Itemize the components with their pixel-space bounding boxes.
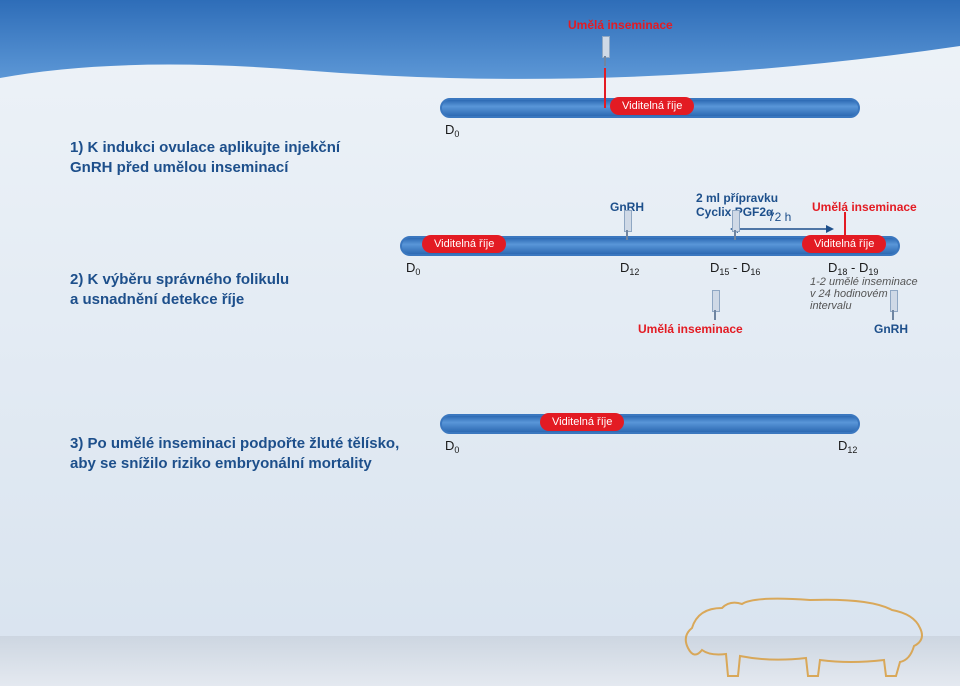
heat-pill-3: Viditelná říje (540, 413, 624, 431)
cow-silhouette-icon (670, 588, 930, 678)
syringe-icon (730, 210, 740, 242)
syringe-icon (600, 36, 610, 68)
d0-label-3: D0 (445, 438, 459, 455)
syringe-icon (622, 210, 632, 242)
needle-line (604, 68, 606, 108)
d18-19-label: D18 - D19 (828, 260, 878, 277)
content: 1) K indukci ovulace aplikujte injekční … (0, 68, 960, 484)
gnrh-label-bottom: GnRH (874, 322, 908, 336)
ai-label-bottom: Umělá inseminace (638, 322, 743, 336)
step3-text: 3) Po umělé inseminaci podpořte žluté tě… (70, 414, 400, 475)
heat-pill-2-right: Viditelná říje (802, 235, 886, 253)
heat-pill-1: Viditelná říje (610, 97, 694, 115)
d0-label-1: D0 (445, 122, 459, 139)
heat-pill-2-left: Viditelná říje (422, 235, 506, 253)
syringe-icon (710, 290, 720, 322)
arrow-72h (730, 222, 840, 236)
diagram-3: Viditelná říje D0 D12 (400, 414, 920, 484)
d15-16-label: D15 - D16 (710, 260, 760, 277)
note-interval: 1-2 umělé inseminace v 24 hodinovém inte… (810, 276, 920, 312)
step1-text: 1) K indukci ovulace aplikujte injekční … (70, 98, 400, 179)
d12-label-2: D12 (620, 260, 639, 277)
step2-text: 2) K výběru správného folikulu a usnadně… (70, 236, 400, 311)
row-3: 3) Po umělé inseminaci podpořte žluté tě… (70, 414, 920, 484)
ai-label-top: Umělá inseminace (568, 18, 673, 32)
ai-label-top-2: Umělá inseminace (812, 200, 917, 214)
h72-label: 72 h (768, 210, 791, 224)
diagram-2: GnRH 2 ml přípravku Cyclix PGF2α Umělá i… (400, 236, 920, 386)
capsule-3 (440, 414, 860, 434)
d0-label-2: D0 (406, 260, 420, 277)
row-1: 1) K indukci ovulace aplikujte injekční … (70, 98, 920, 208)
diagram-1: Umělá inseminace Viditelná říje D0 (400, 98, 920, 208)
syringe-icon (888, 290, 898, 322)
d12-label-3: D12 (838, 438, 857, 455)
row-2: 2) K výběru správného folikulu a usnadně… (70, 236, 920, 386)
